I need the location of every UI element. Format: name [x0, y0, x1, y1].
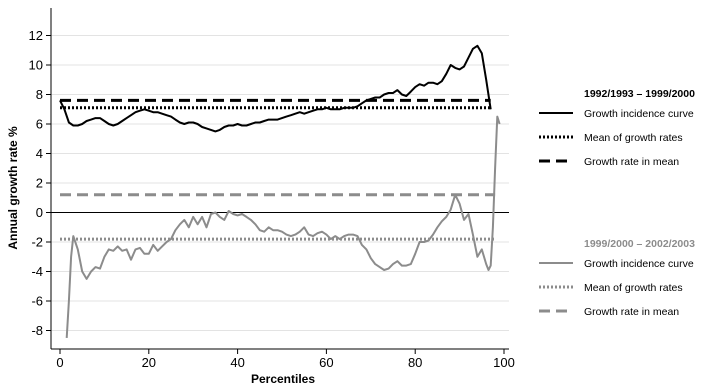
legend-label-dotted: Mean of growth rates [584, 282, 683, 294]
y-tick-label: 10 [29, 58, 43, 73]
y-tick-label: 12 [29, 28, 43, 43]
legend-label-solid: Growth incidence curve [584, 108, 694, 120]
legend-label-dashed: Growth rate in mean [584, 306, 679, 318]
grid-layer [51, 35, 509, 331]
y-axis-title: Annual growth rate % [6, 126, 20, 250]
x-tick-label: 40 [230, 355, 244, 370]
y-tick-label: -2 [31, 235, 43, 250]
x-tick-label: 80 [408, 355, 422, 370]
y-tick-label: -6 [31, 294, 43, 309]
axes-layer: -8 -6 -4 -2 0 2 4 6 8 10 12 0 20 40 60 80 100 [29, 8, 515, 370]
x-tick-label: 20 [142, 355, 156, 370]
legend-group-2-title: 1999/2000 – 2002/2003 [584, 238, 695, 250]
x-tick-label: 60 [319, 355, 333, 370]
legend-label-dotted: Mean of growth rates [584, 132, 683, 144]
series-1-solid-line [59, 44, 492, 133]
y-tick-label: 8 [36, 87, 43, 102]
y-tick-label: 4 [36, 146, 43, 161]
legend-layer: 1992/1993 – 1999/2000 Growth incidence cu… [539, 88, 695, 318]
series-2-solid-line [65, 115, 501, 338]
y-tick-label: 0 [36, 205, 43, 220]
x-tick-label: 100 [493, 355, 515, 370]
y-tick-label: 2 [36, 176, 43, 191]
legend-group-1-title: 1992/1993 – 1999/2000 [584, 88, 695, 100]
y-tick-label: 6 [36, 117, 43, 132]
x-tick-label: 0 [56, 355, 63, 370]
y-tick-label: -4 [31, 264, 43, 279]
legend-label-solid: Growth incidence curve [584, 258, 694, 270]
y-tick-label: -8 [31, 323, 43, 338]
legend-label-dashed: Growth rate in mean [584, 156, 679, 168]
x-axis-title: Percentiles [251, 372, 315, 385]
series-layer [59, 44, 501, 338]
